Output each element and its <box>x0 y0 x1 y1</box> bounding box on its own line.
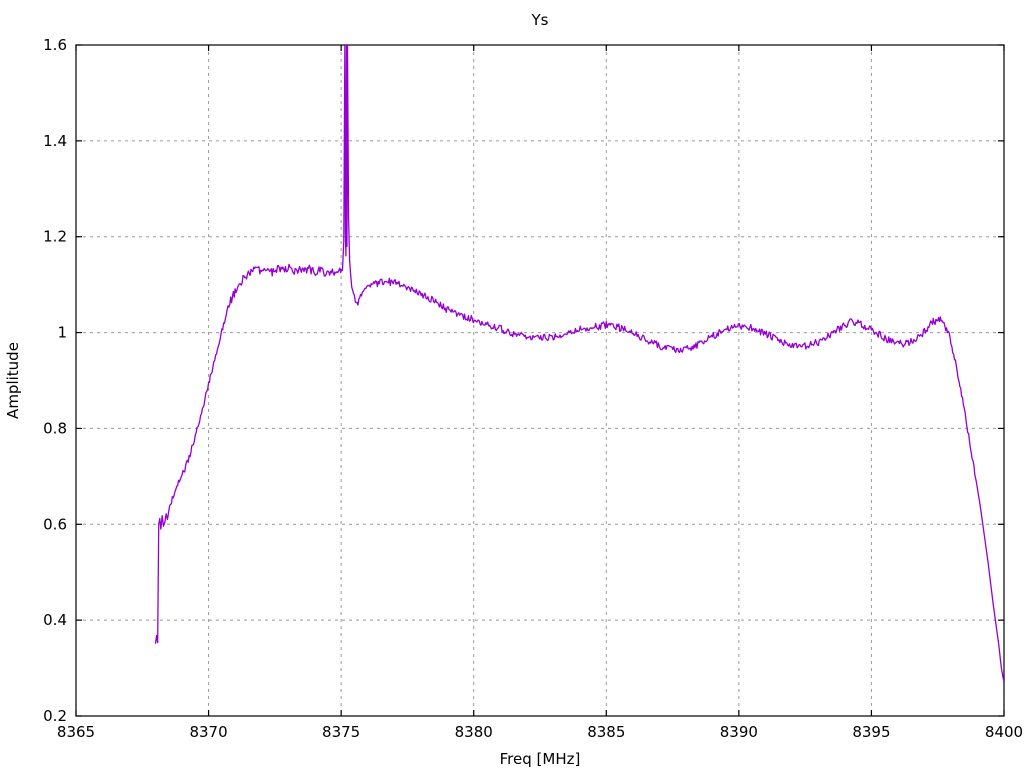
x-tick-label: 8370 <box>189 723 227 741</box>
x-tick-label: 8395 <box>852 723 890 741</box>
y-tick-label: 0.6 <box>43 515 67 533</box>
x-axis-label: Freq [MHz] <box>500 750 581 768</box>
data-series-layer <box>154 45 1004 684</box>
x-tick-label: 8400 <box>985 723 1023 741</box>
x-tick-label: 8385 <box>587 723 625 741</box>
y-tick-label: 1.2 <box>43 228 67 246</box>
y-tick-label: 0.2 <box>43 707 67 725</box>
y-tick-label: 1.4 <box>43 132 67 150</box>
x-tick-label: 8365 <box>57 723 95 741</box>
y-tick-label: 0.4 <box>43 611 67 629</box>
plot-border <box>75 44 1005 717</box>
tick-layer <box>75 44 1005 717</box>
y-tick-label: 1.6 <box>43 36 67 54</box>
y-tick-label: 1 <box>57 324 67 342</box>
x-tick-label: 8375 <box>322 723 360 741</box>
data-line-ys <box>154 45 1004 684</box>
x-tick-label: 8380 <box>455 723 493 741</box>
grid-layer <box>76 45 1004 716</box>
chart-title: Ys <box>531 11 549 29</box>
tick-label-layer: 8365 8370 8375 8380 8385 8390 8395 8400 0.2 0.4 0.… <box>43 36 1023 741</box>
y-axis-label: Amplitude <box>4 342 22 419</box>
x-tick-label: 8390 <box>720 723 758 741</box>
plot-frame <box>75 44 1005 717</box>
y-tick-label: 0.8 <box>43 419 67 437</box>
